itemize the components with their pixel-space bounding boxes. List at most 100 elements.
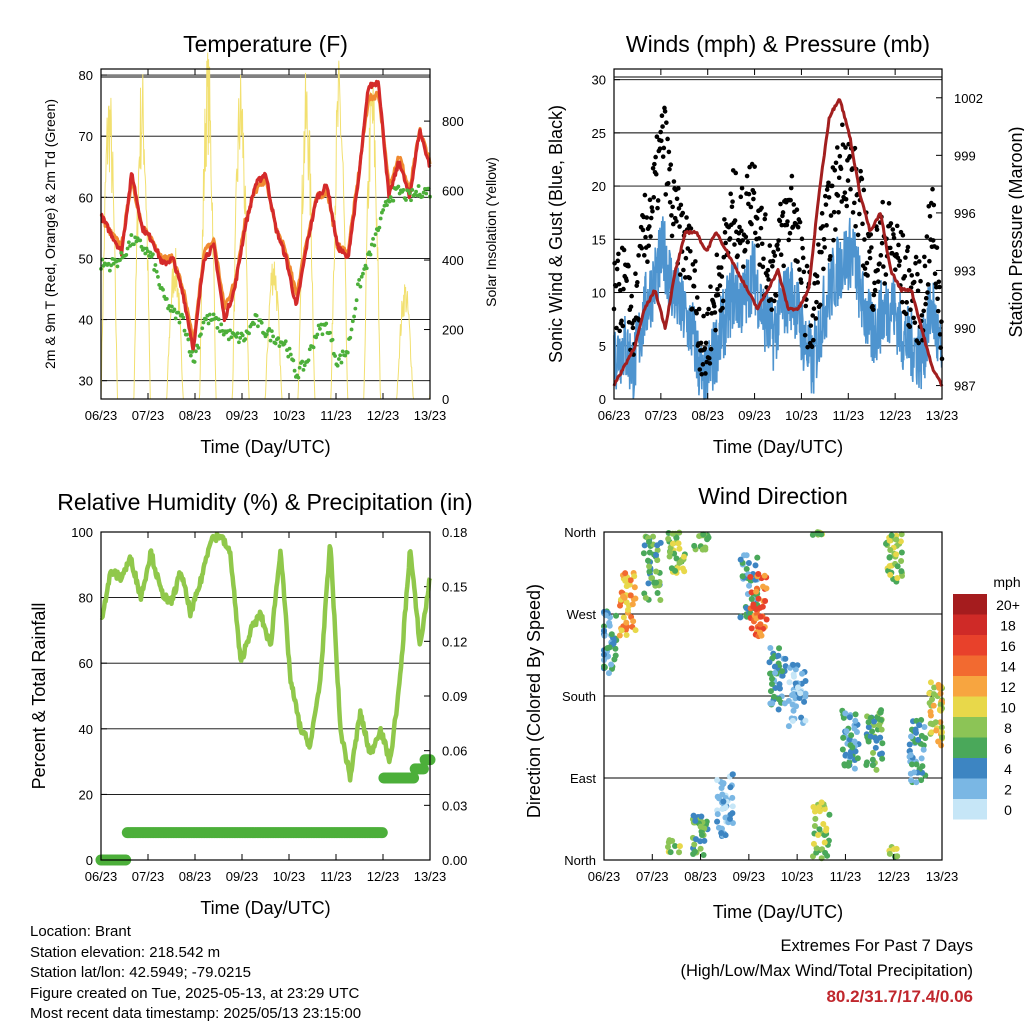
- gust-point: [840, 122, 845, 128]
- gust-point: [939, 319, 944, 325]
- direction-point: [691, 841, 698, 848]
- gust-point: [636, 253, 641, 258]
- colorbar-label: 20+: [996, 597, 1020, 613]
- direction-point: [775, 706, 782, 713]
- x-tick-label: 08/23: [179, 869, 212, 884]
- gust-point: [775, 242, 780, 247]
- gust-point: [653, 154, 658, 160]
- gust-point: [691, 284, 697, 289]
- dewpoint-point: [219, 322, 224, 327]
- x-tick-label: 13/23: [414, 408, 447, 423]
- colorbar-label: 14: [1000, 659, 1016, 675]
- gust-point: [702, 346, 708, 351]
- gust-point: [896, 263, 902, 268]
- y2-tick-label: 1002: [954, 91, 983, 106]
- gust-point: [758, 225, 764, 231]
- x-tick-label: 13/23: [926, 869, 959, 884]
- direction-point: [629, 601, 636, 608]
- direction-point: [613, 612, 620, 619]
- direction-point: [894, 563, 901, 570]
- gust-point: [720, 298, 726, 304]
- gust-point: [616, 251, 621, 257]
- direction-point: [927, 679, 934, 686]
- gust-point: [815, 280, 821, 285]
- direction-point: [802, 678, 809, 685]
- gust-point: [746, 201, 751, 207]
- gust-point: [767, 243, 773, 248]
- y-tick-label: 40: [79, 313, 93, 328]
- gust-point: [797, 219, 803, 225]
- colorbar-label: 4: [1004, 761, 1012, 777]
- dewpoint-point: [324, 321, 329, 326]
- dewpoint-point: [301, 367, 306, 372]
- direction-point: [727, 784, 734, 791]
- direction-point: [653, 568, 660, 575]
- gust-point: [778, 252, 784, 258]
- colorbar-swatch: [953, 717, 987, 738]
- gust-point: [817, 302, 823, 308]
- gust-point: [770, 263, 775, 269]
- gust-point: [878, 253, 884, 258]
- gust-point: [913, 254, 919, 260]
- gust-point: [797, 267, 802, 272]
- gust-point: [749, 221, 754, 227]
- dewpoint-point: [226, 337, 231, 342]
- gust-point: [742, 247, 748, 253]
- dewpoint-point: [164, 296, 169, 301]
- direction-point: [846, 714, 853, 721]
- gust-point: [740, 238, 745, 243]
- dewpoint-point: [264, 332, 269, 337]
- direction-point: [816, 826, 823, 833]
- timestamp-text: Most recent data timestamp: 2025/05/13 2…: [30, 1005, 362, 1022]
- dewpoint-point: [180, 312, 184, 317]
- dewpoint-point: [206, 321, 211, 326]
- direction-point: [743, 552, 750, 559]
- gust-point: [909, 273, 915, 278]
- x-axis-label: Time (Day/UTC): [200, 898, 330, 918]
- direction-point: [846, 759, 853, 766]
- dewpoint-point: [238, 336, 243, 340]
- gust-point: [748, 204, 754, 210]
- direction-point: [815, 804, 822, 811]
- direction-point: [624, 606, 631, 613]
- dewpoint-point: [216, 317, 221, 322]
- gust-point: [684, 215, 689, 220]
- gust-point: [694, 295, 700, 300]
- direction-point: [867, 733, 874, 740]
- direction-point: [676, 849, 683, 856]
- direction-point: [854, 755, 861, 762]
- dewpoint-point: [118, 258, 122, 262]
- gust-point: [688, 226, 694, 231]
- humidity-frame: [100, 531, 431, 861]
- y-tick-label: 25: [592, 126, 606, 141]
- y2-tick-label: 993: [954, 263, 976, 278]
- gust-point: [916, 340, 921, 346]
- dewpoint-point: [221, 332, 226, 337]
- gust-point: [934, 245, 940, 250]
- dewpoint-point: [364, 266, 369, 271]
- direction-point: [698, 813, 705, 820]
- gust-point: [833, 227, 838, 232]
- direction-point: [748, 589, 755, 596]
- direction-point: [869, 728, 876, 735]
- dewpoint-point: [318, 327, 322, 331]
- gust-point: [759, 241, 765, 247]
- gust-point: [857, 211, 862, 217]
- gust-point: [819, 211, 825, 216]
- gust-point: [732, 218, 738, 223]
- gust-point: [887, 245, 893, 251]
- gust-point: [800, 245, 805, 251]
- x-tick-label: 11/23: [320, 408, 352, 423]
- winds-frame: [613, 68, 943, 400]
- gust-point: [867, 255, 873, 261]
- gust-point: [936, 279, 942, 285]
- direction-point: [872, 744, 879, 751]
- x-tick-label: 06/23: [588, 869, 621, 884]
- direction-point: [715, 795, 722, 802]
- y2-tick-label: 987: [954, 379, 976, 394]
- direction-point: [766, 659, 773, 666]
- dewpoint-point: [132, 242, 136, 247]
- gust-point: [816, 242, 821, 247]
- gust-point: [835, 193, 841, 198]
